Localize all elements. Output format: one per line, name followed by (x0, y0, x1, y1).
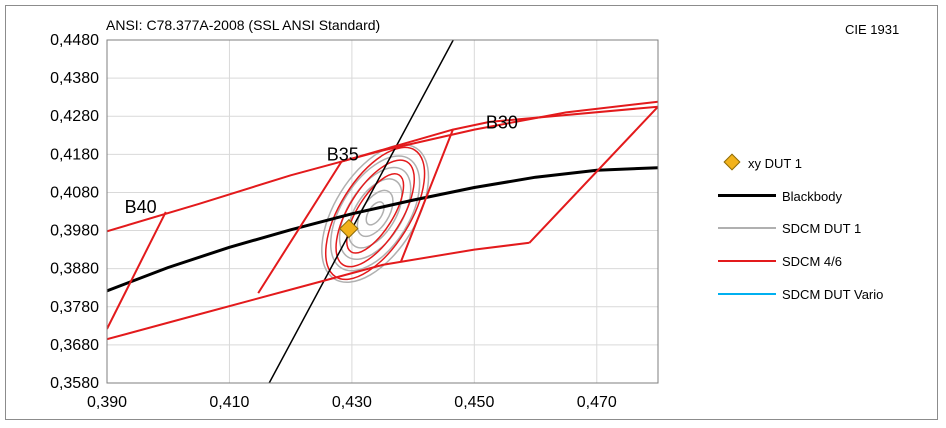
y-tick-label: 0,3580 (50, 375, 99, 392)
legend-swatch (718, 284, 776, 304)
line-marker-icon (718, 194, 776, 197)
sdcm-dut-ellipse (347, 178, 403, 249)
legend-label: SDCM DUT 1 (782, 220, 862, 236)
legend-swatch (718, 186, 776, 206)
legend-label: Blackbody (782, 188, 842, 204)
region-labels: B40 B35 B30 (125, 112, 518, 217)
color-space-label: CIE 1931 (845, 22, 900, 37)
diamond-marker-icon (723, 153, 741, 171)
x-tick-label: 0,470 (577, 394, 617, 411)
y-tick-label: 0,4480 (50, 32, 99, 49)
y-tick-label: 0,4280 (50, 108, 99, 125)
legend-item-sdcm-dut-1: SDCM DUT 1 (718, 218, 861, 238)
line-marker-icon (718, 260, 776, 262)
x-tick-label: 0,430 (332, 394, 372, 411)
sdcm-4-6-lower-boundary-line (107, 241, 530, 341)
y-tick-label: 0,3880 (50, 261, 99, 278)
plot-border (106, 39, 659, 384)
b30-quadrangle-line (452, 105, 658, 244)
sdcm-4-6-ellipse (335, 159, 416, 268)
line-marker-icon (718, 227, 776, 229)
y-tick-label: 0,3780 (50, 299, 99, 316)
isotemperature-line-line (268, 40, 455, 383)
legend-swatch (718, 251, 776, 271)
b35-quadrangle-line (257, 128, 454, 294)
region-label-b40: B40 (125, 197, 157, 217)
legend-label: SDCM DUT Vario (782, 286, 884, 302)
legend-item-sdcm-4-6: SDCM 4/6 (718, 251, 842, 271)
legend-label: SDCM 4/6 (782, 253, 842, 269)
line-marker-icon (718, 293, 776, 295)
y-tick-label: 0,3980 (50, 223, 99, 240)
legend-item-blackbody: Blackbody (718, 186, 842, 206)
chart-title: ANSI: C78.377A-2008 (SSL ANSI Standard) (106, 17, 381, 33)
y-axis-ticks: 0,3580 0,3680 0,3780 0,3880 0,3980 0,4080 0,41… (50, 32, 99, 392)
legend-swatch (718, 218, 776, 238)
x-tick-label: 0,390 (87, 394, 127, 411)
y-tick-label: 0,4380 (50, 70, 99, 87)
region-label-b30: B30 (486, 112, 518, 132)
y-tick-label: 0,3680 (50, 337, 99, 354)
region-label-b35: B35 (327, 144, 359, 164)
sdcm-dut-ellipse (329, 155, 421, 272)
y-tick-label: 0,4180 (50, 146, 99, 163)
y-tick-label: 0,4080 (50, 184, 99, 201)
xy-dut-point (339, 218, 359, 239)
legend-item-xy-dut-1: xy DUT 1 (718, 153, 802, 173)
blackbody-line (107, 166, 658, 293)
sdcm-4-6-ellipse (346, 173, 405, 254)
plot-content (107, 40, 658, 383)
legend-label: xy DUT 1 (748, 155, 802, 171)
x-tick-label: 0,450 (454, 394, 494, 411)
x-axis-ticks: 0,390 0,410 0,430 0,450 0,470 (87, 394, 617, 411)
plot-area (107, 40, 658, 383)
legend-item-sdcm-dut-vario: SDCM DUT Vario (718, 284, 883, 304)
x-tick-label: 0,410 (209, 394, 249, 411)
legend-swatch (718, 153, 776, 173)
b40-left-edge-line (107, 211, 167, 330)
